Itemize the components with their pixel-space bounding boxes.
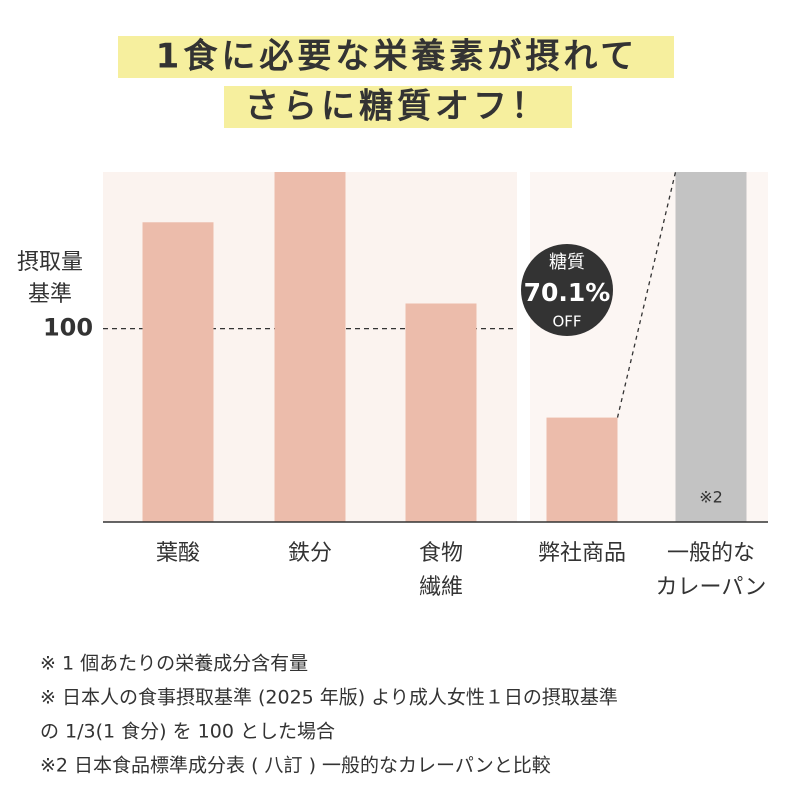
- title-highlight: [224, 86, 572, 128]
- footnote: の 1/3(1 食分) を 100 とした場合: [40, 721, 335, 743]
- bar: [546, 417, 618, 522]
- badge-title: 糖質: [549, 252, 585, 273]
- y-label: 基準: [28, 282, 72, 307]
- x-tick-label: 鉄分: [288, 541, 332, 566]
- badge: [521, 244, 613, 336]
- y-label: 摂取量: [17, 250, 83, 275]
- x-tick-label: 食物: [419, 541, 463, 566]
- connector: [616, 171, 677, 418]
- bar: [675, 172, 747, 522]
- title: さらに糖質オフ！: [245, 87, 549, 127]
- bar: [405, 303, 477, 522]
- bar: [142, 222, 214, 522]
- x-tick-label: 弊社商品: [538, 541, 626, 566]
- footnote: ※ 日本人の食事摂取基準 (2025 年版) より成人女性１日の摂取基準: [40, 687, 618, 709]
- footnote: ※ 1 個あたりの栄養成分含有量: [40, 653, 308, 675]
- badge-value: 70.1%: [524, 278, 611, 307]
- reference-label: 100: [43, 314, 93, 342]
- x-tick-label: カレーパン: [656, 575, 767, 600]
- x-tick-label: 一般的な: [667, 541, 755, 566]
- title: 1食に必要な栄養素が摂れて: [156, 37, 639, 77]
- bar-note: ※2: [699, 488, 723, 507]
- badge-note: OFF: [552, 313, 581, 331]
- footnote: ※2 日本食品標準成分表 ( 八訂 ) 一般的なカレーパンと比較: [40, 755, 551, 777]
- bar: [274, 172, 346, 522]
- x-tick-label: 繊維: [419, 575, 463, 600]
- title-highlight: [118, 36, 674, 78]
- x-tick-label: 葉酸: [156, 541, 200, 566]
